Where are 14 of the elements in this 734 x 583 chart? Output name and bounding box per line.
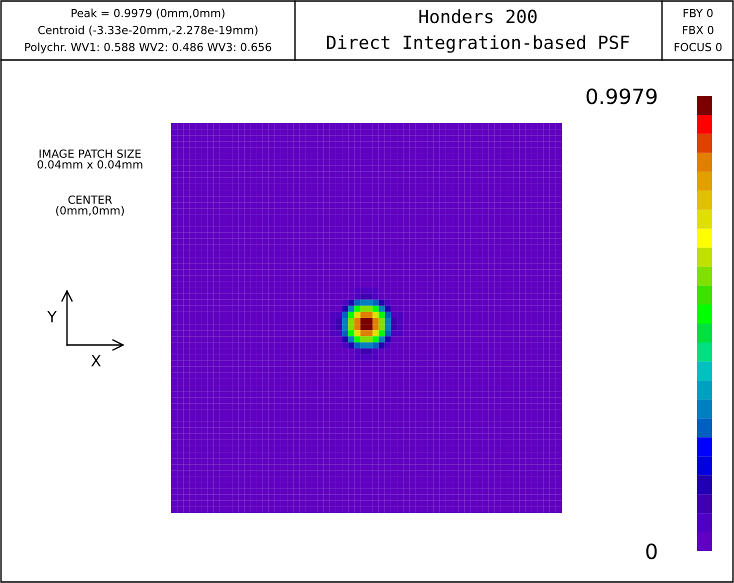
text: Y (47, 311, 57, 322)
color-bar-label: 0.9979 (586, 88, 657, 104)
color-bar-label: 0 (646, 543, 657, 560)
text: FBX 0 (682, 26, 714, 34)
text: FBY 0 (684, 8, 713, 18)
text: Polychr. WV1: 0.588 WV2: 0.486 WV3: 0.656 (25, 42, 272, 54)
text: CENTER (0mm,0mm) (56, 195, 124, 216)
text: IMAGE PATCH SIZE 0.04mm x 0.04mm (38, 149, 142, 169)
text: Peak = 0.9979 (0mm,0mm) (72, 8, 224, 19)
chart-title: Honders 200 (419, 9, 537, 24)
text: FOCUS 0 (674, 42, 722, 52)
text: Centroid (-3.33e-20mm,-2.278e-19mm) (38, 26, 258, 36)
chart-subtitle: Direct Integration-based PSF (327, 35, 630, 53)
text: X (91, 355, 101, 366)
